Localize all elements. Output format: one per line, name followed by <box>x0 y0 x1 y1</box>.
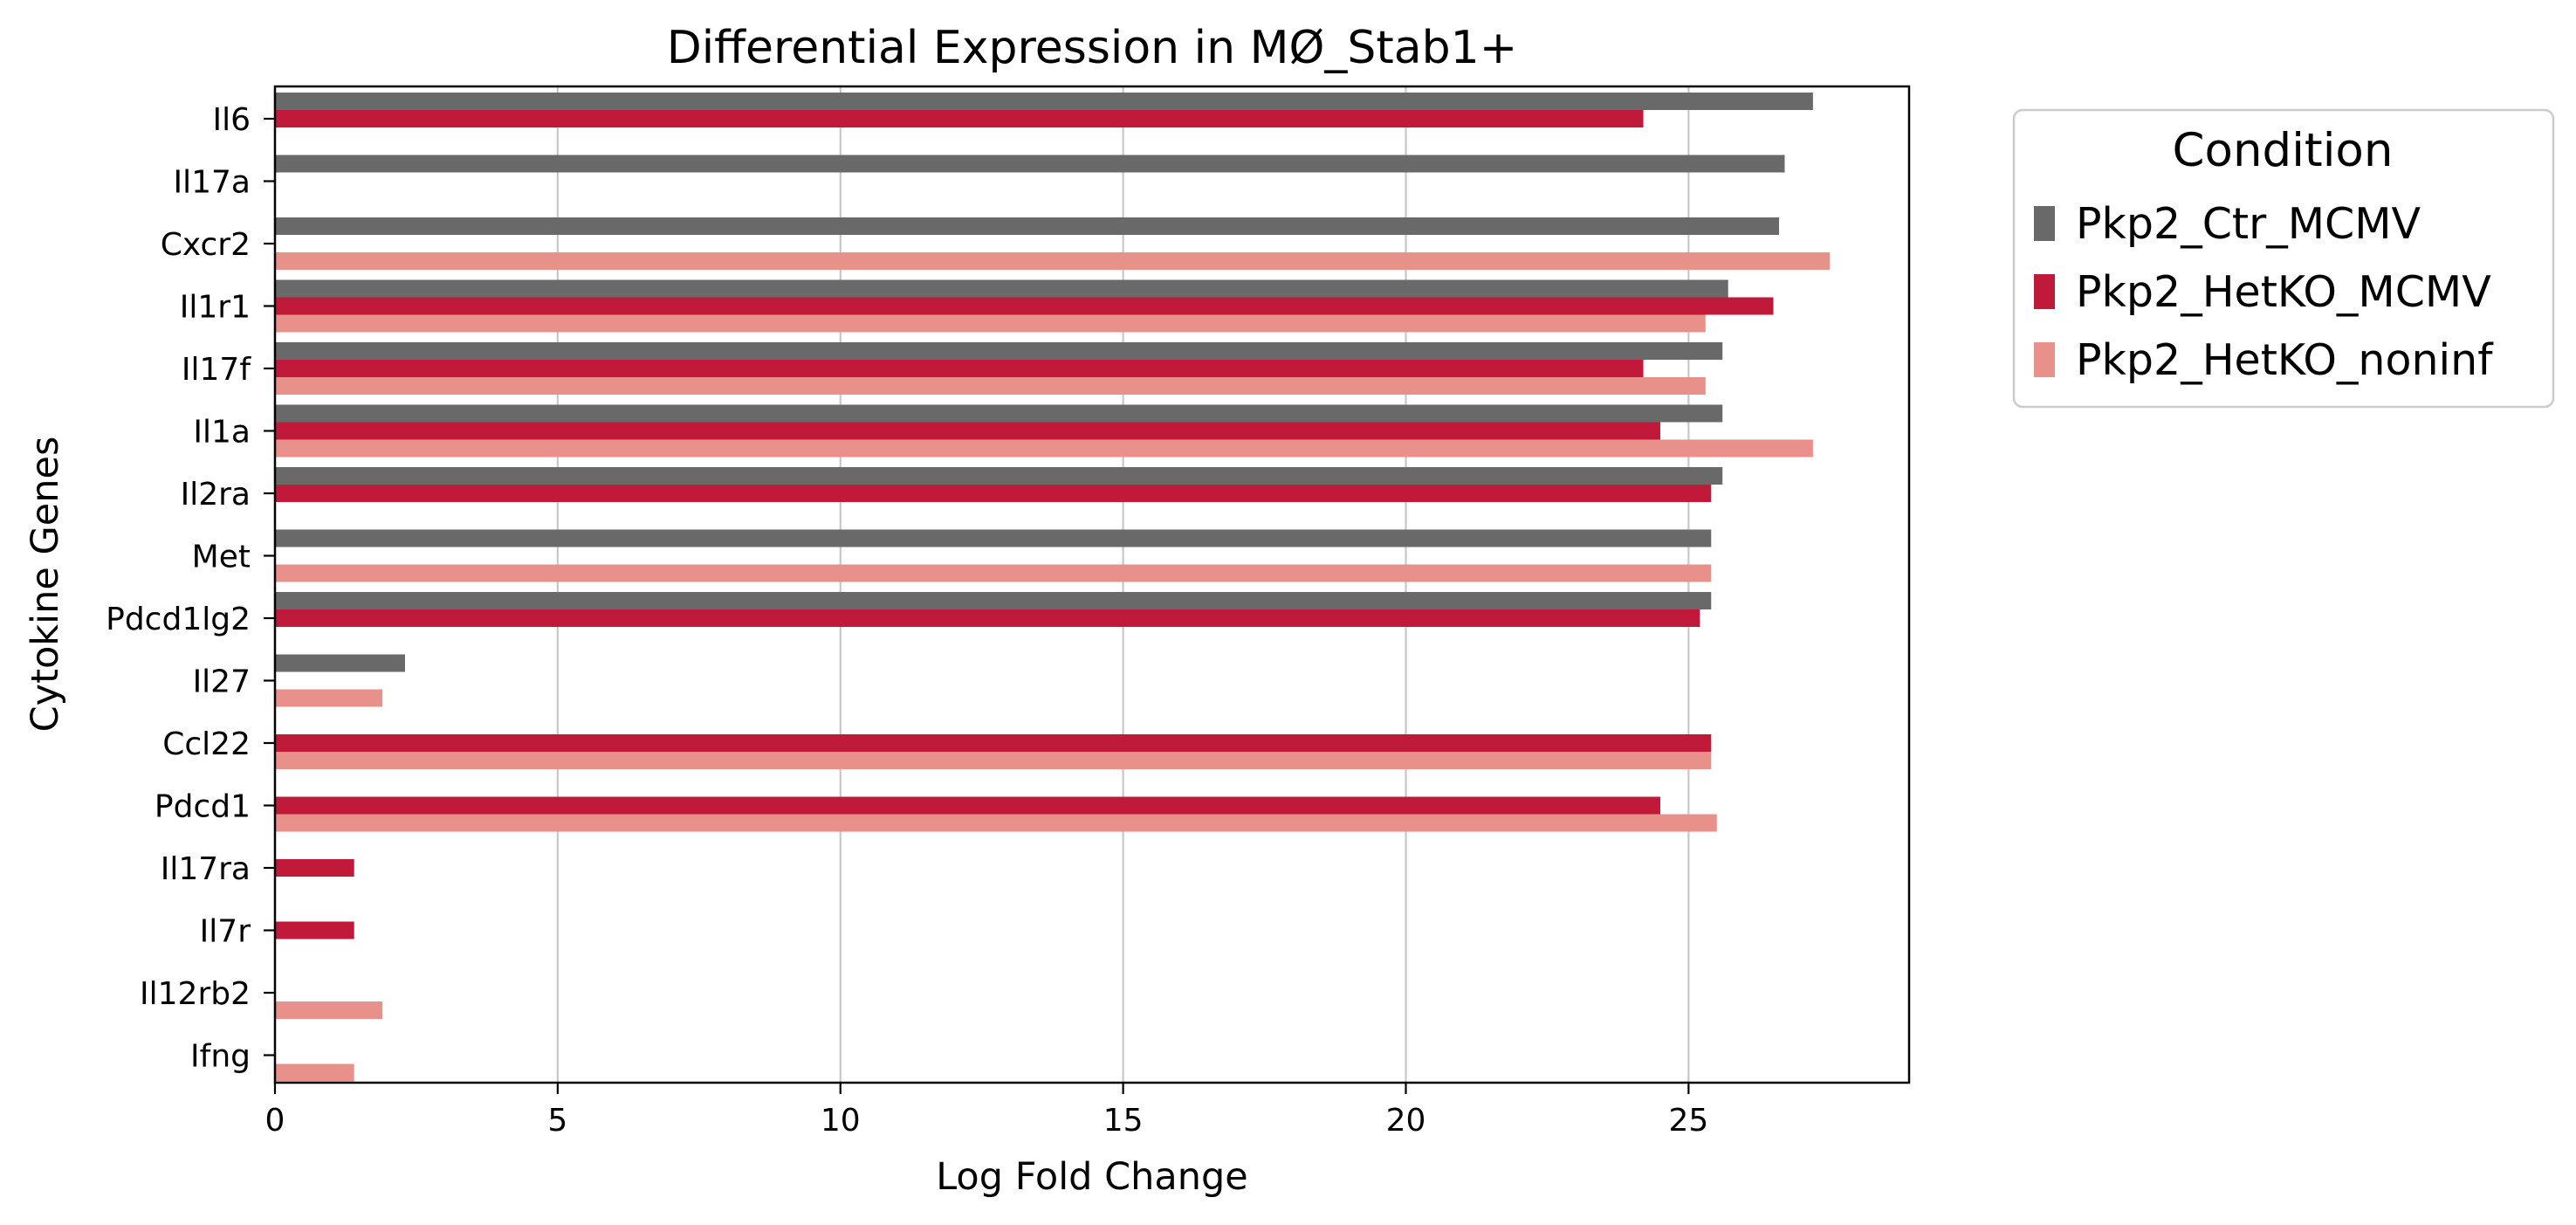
bar <box>275 314 1706 333</box>
y-tick-label: Il27 <box>193 664 251 700</box>
bar <box>275 529 1712 547</box>
bar <box>275 439 1813 458</box>
y-tick-label: Il1a <box>193 415 251 451</box>
chart-title: Differential Expression in MØ_Stab1+ <box>667 22 1518 74</box>
legend-swatch <box>2034 206 2055 241</box>
x-axis-label: Log Fold Change <box>936 1155 1248 1199</box>
y-tick-label: Il7r <box>200 914 251 950</box>
y-tick-label: Cxcr2 <box>161 227 251 263</box>
y-tick-label: Il17f <box>182 352 251 388</box>
x-tick-label: 20 <box>1386 1103 1426 1139</box>
bar <box>275 734 1712 752</box>
y-tick-label: Met <box>192 540 251 575</box>
bar <box>275 654 405 672</box>
legend: Condition Pkp2_Ctr_MCMVPkp2_HetKO_MCMVPk… <box>2012 108 2555 409</box>
bar <box>275 752 1712 769</box>
bar <box>275 796 1660 815</box>
legend-items: Pkp2_Ctr_MCMV Pkp2_HetKO_MCMV Pkp2_HetKO_n… <box>2034 199 2494 385</box>
x-tick-label: 10 <box>821 1103 861 1139</box>
bar <box>275 564 1712 582</box>
y-tick-label: Ccl22 <box>162 726 251 762</box>
x-tick-label: 15 <box>1103 1103 1144 1139</box>
x-tick-label: 5 <box>547 1103 567 1139</box>
legend-box <box>2012 108 2555 409</box>
x-axis-ticks: 0 5 10 15 20 25 <box>265 1083 1708 1139</box>
bar <box>275 360 1644 377</box>
y-tick-label: Il17a <box>174 165 251 201</box>
legend-label: Pkp2_Ctr_MCMV <box>2076 199 2421 249</box>
bar <box>275 297 1774 315</box>
y-tick-label: Il1r1 <box>180 290 251 326</box>
legend-title: Condition <box>2173 124 2394 177</box>
plot-frame <box>273 85 1911 1084</box>
bar <box>275 252 1831 270</box>
bar <box>275 342 1723 360</box>
bar <box>275 422 1660 440</box>
bar <box>275 217 1780 235</box>
y-axis-ticks: Il6 Il17a Cxcr2 Il1r1 Il17f Il1a Il2ra Met Pdcd1… <box>106 102 275 1075</box>
bar <box>275 93 1813 110</box>
bar <box>275 155 1785 173</box>
bar <box>275 814 1717 832</box>
bar <box>275 467 1723 485</box>
y-tick-label: Il12rb2 <box>140 976 251 1012</box>
legend-label: Pkp2_HetKO_MCMV <box>2076 267 2491 317</box>
bar <box>275 689 383 707</box>
y-tick-label: Il17ra <box>161 851 251 887</box>
gridlines <box>556 86 1690 1083</box>
bar <box>275 485 1712 502</box>
bar <box>275 404 1723 423</box>
x-tick-label: 25 <box>1668 1103 1708 1139</box>
bars <box>275 93 1831 1082</box>
legend-swatch <box>2034 274 2055 309</box>
y-axis-label: Cytokine Genes <box>24 437 67 733</box>
y-tick-label: Pdcd1 <box>155 789 251 825</box>
legend-label: Pkp2_HetKO_noninf <box>2076 335 2494 385</box>
bar <box>275 1001 383 1019</box>
legend-swatch <box>2034 342 2055 377</box>
y-tick-label: Il6 <box>212 102 251 138</box>
y-tick-label: Ifng <box>190 1039 251 1075</box>
y-tick-label: Il2ra <box>181 477 251 513</box>
bar <box>275 921 354 939</box>
y-tick-label: Pdcd1lg2 <box>106 602 251 637</box>
bar <box>275 110 1644 127</box>
bar <box>275 279 1728 298</box>
bar <box>275 1063 354 1082</box>
bar <box>275 609 1700 627</box>
bar <box>275 859 354 877</box>
bar <box>275 377 1706 395</box>
bar <box>275 592 1712 609</box>
x-tick-label: 0 <box>265 1103 285 1139</box>
